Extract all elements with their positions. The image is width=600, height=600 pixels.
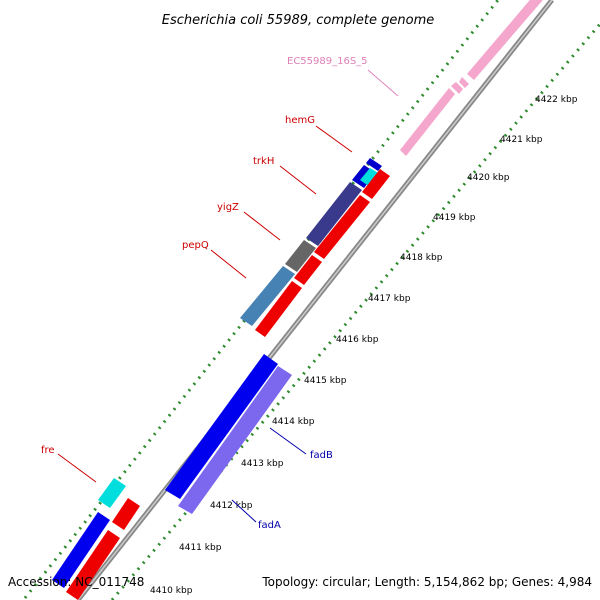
gene-hemG[interactable] bbox=[352, 158, 382, 188]
svg-text:fadB: fadB bbox=[310, 450, 333, 461]
map-title: Escherichia coli 55989, complete genome bbox=[162, 13, 434, 28]
gene-trkH[interactable] bbox=[306, 182, 362, 246]
gene-fadA-block[interactable] bbox=[165, 354, 278, 499]
gene-fadB[interactable] bbox=[178, 366, 292, 514]
gene-red-lower[interactable] bbox=[66, 498, 140, 600]
tick-label: 4414 kbp bbox=[272, 417, 315, 427]
svg-text:yigZ: yigZ bbox=[217, 202, 239, 213]
tick-label: 4418 kbp bbox=[400, 253, 443, 263]
tick-label: 4415 kbp bbox=[304, 376, 347, 386]
gene-blue-lower[interactable] bbox=[52, 512, 110, 588]
gene-yigZ[interactable] bbox=[285, 240, 316, 272]
gene-red-block-upper[interactable] bbox=[255, 169, 390, 337]
gene-label-hemG: hemG bbox=[285, 115, 353, 153]
tick-label: 4417 kbp bbox=[368, 294, 411, 304]
genome-summary-text: Topology: circular; Length: 5,154,862 bp… bbox=[261, 575, 592, 589]
gene-label-fadA: fadA bbox=[231, 499, 281, 531]
genome-backbone-highlight bbox=[77, 0, 553, 600]
svg-text:EC55989_16S_5: EC55989_16S_5 bbox=[287, 56, 368, 67]
svg-text:trkH: trkH bbox=[253, 156, 274, 167]
gene-label-pepQ: pepQ bbox=[182, 240, 247, 279]
svg-text:fre: fre bbox=[41, 445, 55, 456]
gene-label-trkH: trkH bbox=[253, 156, 317, 195]
svg-text:fadA: fadA bbox=[258, 520, 281, 531]
svg-text:pepQ: pepQ bbox=[182, 240, 209, 251]
rrna-feature-16s[interactable] bbox=[400, 0, 548, 156]
gene-fre[interactable] bbox=[98, 478, 126, 508]
tick-label: 4410 kbp bbox=[150, 586, 193, 596]
inner-dot-ring bbox=[110, 23, 600, 600]
tick-label: 4421 kbp bbox=[500, 135, 543, 145]
gene-label-16s: EC55989_16S_5 bbox=[287, 56, 399, 97]
scale-ticks: 4410 kbp 4411 kbp 4412 kbp 4413 kbp 4414… bbox=[150, 95, 578, 596]
tick-label: 4422 kbp bbox=[535, 95, 578, 105]
gene-label-yigZ: yigZ bbox=[217, 202, 281, 241]
svg-text:hemG: hemG bbox=[285, 115, 315, 126]
gene-pepQ[interactable] bbox=[240, 266, 295, 326]
tick-label: 4413 kbp bbox=[241, 459, 284, 469]
accession-text: Accession: NC_011748 bbox=[8, 575, 144, 589]
tick-label: 4416 kbp bbox=[336, 335, 379, 345]
tick-label: 4419 kbp bbox=[433, 213, 476, 223]
gene-label-fre: fre bbox=[41, 445, 97, 483]
tick-label: 4420 kbp bbox=[467, 173, 510, 183]
gene-label-fadB: fadB bbox=[269, 427, 333, 461]
tick-label: 4411 kbp bbox=[179, 543, 222, 553]
tick-label: 4412 kbp bbox=[210, 501, 253, 511]
